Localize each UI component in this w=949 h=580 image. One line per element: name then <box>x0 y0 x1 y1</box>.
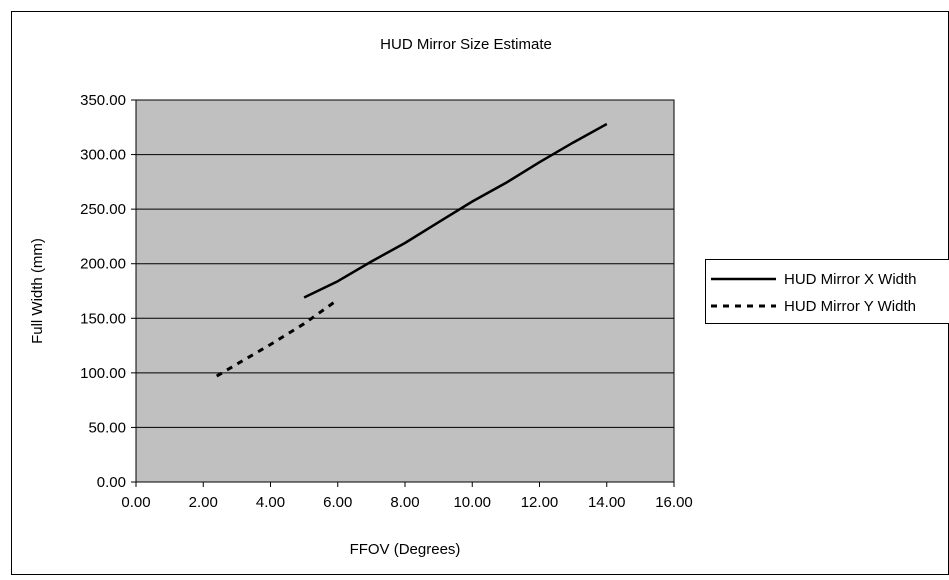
x-tick-label-3: 6.00 <box>323 494 352 511</box>
x-tick-label-2: 4.00 <box>256 494 285 511</box>
y-axis-title: Full Width (mm) <box>29 238 46 344</box>
legend: HUD Mirror X Width HUD Mirror Y Width <box>706 260 949 324</box>
x-tick-label-0: 0.00 <box>121 494 150 511</box>
x-tick-label-4: 8.00 <box>390 494 419 511</box>
y-tick-label-3: 150.00 <box>80 310 126 327</box>
y-tick-label-1: 50.00 <box>88 419 126 436</box>
y-tick-label-2: 100.00 <box>80 365 126 382</box>
x-tick-label-5: 10.00 <box>453 494 491 511</box>
x-tick-label-7: 14.00 <box>588 494 626 511</box>
y-tick-label-7: 350.00 <box>80 92 126 109</box>
plot-area <box>136 100 674 482</box>
y-tick-label-0: 0.00 <box>97 474 126 491</box>
y-tick-label-6: 300.00 <box>80 147 126 164</box>
x-tick-label-1: 2.00 <box>189 494 218 511</box>
legend-label-y-width: HUD Mirror Y Width <box>784 298 916 315</box>
x-axis-title: FFOV (Degrees) <box>350 541 461 558</box>
y-tick-label-5: 250.00 <box>80 201 126 218</box>
y-tick-label-4: 200.00 <box>80 256 126 273</box>
legend-label-x-width: HUD Mirror X Width <box>784 271 917 288</box>
x-tick-label-8: 16.00 <box>655 494 693 511</box>
chart-title: HUD Mirror Size Estimate <box>380 36 552 53</box>
x-tick-label-6: 12.00 <box>521 494 559 511</box>
